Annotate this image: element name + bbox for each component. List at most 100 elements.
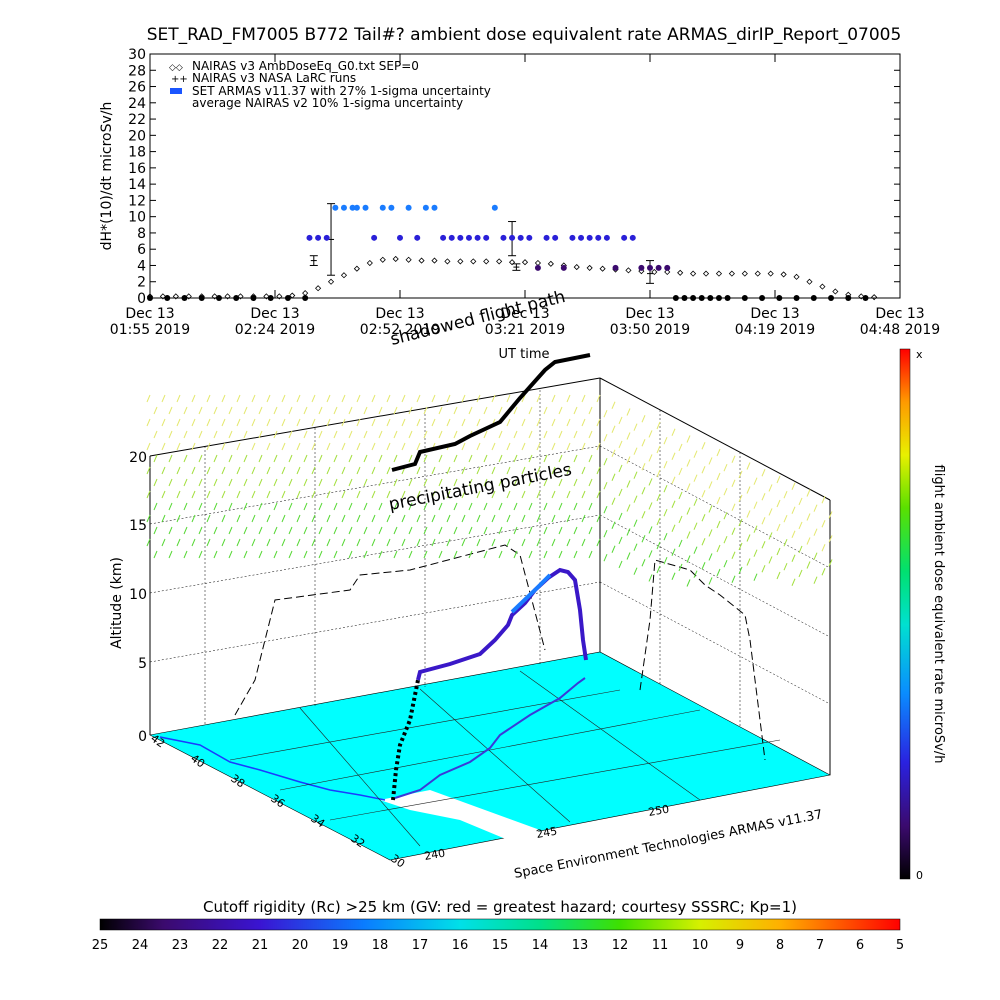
armas-point xyxy=(560,264,567,271)
particle-mark xyxy=(318,406,323,415)
particle-mark xyxy=(393,526,398,535)
nairas-point xyxy=(470,258,477,265)
armas-point xyxy=(612,264,619,271)
particle-mark xyxy=(693,450,698,458)
nairas-point xyxy=(806,278,813,285)
particle-mark xyxy=(356,418,361,427)
rigidity-tick-label: 14 xyxy=(532,938,549,953)
legend-symbol-diamond: ◇◇ xyxy=(169,63,183,73)
particle-mark xyxy=(446,490,451,499)
particle-mark xyxy=(566,490,571,499)
particle-mark xyxy=(161,466,166,475)
particle-mark xyxy=(258,430,263,439)
nairas-point xyxy=(457,258,464,265)
particle-mark xyxy=(701,490,706,498)
particle-mark xyxy=(626,528,631,536)
x-tick-label-time: 03:50 2019 xyxy=(610,322,690,338)
nairas-point xyxy=(159,293,166,300)
particle-mark xyxy=(416,466,421,475)
particle-mark xyxy=(731,551,736,559)
particle-mark xyxy=(596,394,601,403)
particle-mark xyxy=(281,514,286,523)
particle-mark xyxy=(686,435,691,443)
particle-mark xyxy=(761,565,766,573)
nairas-point xyxy=(702,270,710,277)
nairas-point xyxy=(496,258,503,265)
particle-mark xyxy=(191,538,196,547)
particle-mark xyxy=(206,418,211,427)
particle-mark xyxy=(641,559,646,567)
armas-point xyxy=(526,234,533,241)
y-tick-label: 20 xyxy=(128,128,146,144)
x-tick-label-time: 02:52 2019 xyxy=(360,322,440,338)
particle-mark xyxy=(656,565,661,574)
rigidity-tick-label: 13 xyxy=(572,938,589,953)
armas-point xyxy=(397,234,403,241)
particle-mark xyxy=(521,394,526,403)
particle-mark xyxy=(423,406,428,415)
particle-mark xyxy=(776,547,781,556)
particle-mark xyxy=(611,425,616,433)
particle-mark xyxy=(273,454,278,463)
particle-mark xyxy=(146,442,151,451)
particle-mark xyxy=(153,454,158,463)
particle-mark xyxy=(588,526,593,535)
particle-mark xyxy=(146,394,151,403)
x-tick-label-time: 04:48 2019 xyxy=(860,322,940,338)
rigidity-tick-label: 15 xyxy=(492,938,509,953)
particle-mark xyxy=(341,490,346,499)
particle-mark xyxy=(678,539,683,548)
y-tick-label: 12 xyxy=(128,193,146,209)
nairas-point xyxy=(340,272,348,279)
rigidity-tick-label: 12 xyxy=(612,938,629,953)
nairas-point xyxy=(185,293,192,300)
trajectory-top-shadow xyxy=(391,353,591,472)
z-axis-label: Altitude (km) xyxy=(109,557,125,649)
particle-mark xyxy=(528,502,533,511)
particle-mark xyxy=(446,538,451,547)
particle-mark xyxy=(453,406,458,415)
particle-mark xyxy=(626,408,631,416)
particle-mark xyxy=(236,418,241,427)
rigidity-tick-label: 21 xyxy=(252,938,269,953)
particle-mark xyxy=(671,524,676,532)
particle-mark xyxy=(723,559,728,568)
particle-mark xyxy=(551,490,556,499)
armas-point xyxy=(690,295,697,301)
particle-mark xyxy=(213,478,218,487)
particle-mark xyxy=(431,514,436,523)
particle-mark xyxy=(288,502,293,511)
rigidity-colorbar: Cutoff rigidity (Rc) >25 km (GV: red = g… xyxy=(92,898,904,953)
particle-mark xyxy=(333,430,338,439)
rigidity-bar-ticks: 25 24 23 22 21 20 19 18 17 16 15 14 13 12 11 10 9 8 7 6 5 xyxy=(92,938,904,953)
particle-mark xyxy=(581,490,586,499)
particle-mark xyxy=(626,552,631,560)
particle-mark xyxy=(701,562,706,570)
y-tick-label: 22 xyxy=(128,112,146,128)
armas-point xyxy=(414,234,421,241)
particle-mark xyxy=(168,502,173,511)
particle-mark xyxy=(378,478,383,487)
particle-mark xyxy=(701,442,706,450)
particle-mark xyxy=(288,550,293,559)
particle-mark xyxy=(221,466,226,475)
dose-colorbar-top-label: x xyxy=(916,348,923,361)
particle-mark xyxy=(776,475,781,484)
particle-mark xyxy=(303,526,308,535)
particle-mark xyxy=(581,442,586,451)
particle-mark xyxy=(296,442,301,451)
particle-mark xyxy=(573,502,578,511)
nairas-point xyxy=(211,293,218,300)
particle-mark xyxy=(701,514,706,522)
particle-mark xyxy=(243,454,248,463)
particle-mark xyxy=(251,538,256,547)
y-tick-label: 10 xyxy=(128,210,146,226)
armas-point xyxy=(759,295,766,301)
particle-mark xyxy=(618,416,623,425)
armas-point xyxy=(164,295,171,301)
particle-mark xyxy=(738,470,743,479)
legend-symbol-plus: ++ xyxy=(171,74,188,85)
particle-mark xyxy=(761,469,766,477)
particle-mark xyxy=(386,394,391,403)
armas-point xyxy=(698,295,705,301)
